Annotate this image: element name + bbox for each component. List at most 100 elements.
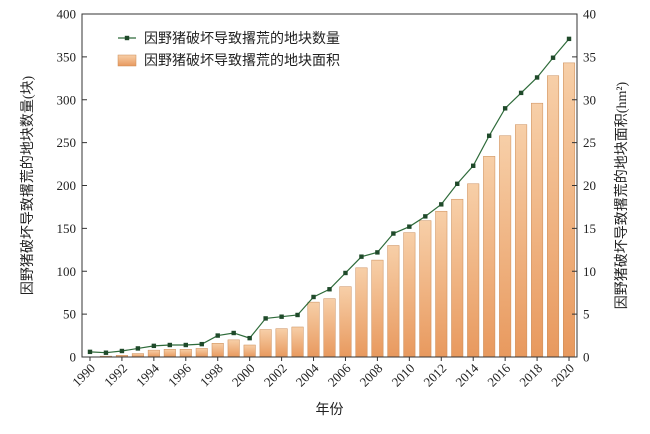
bar-1993 <box>131 353 144 358</box>
bar-2013 <box>451 198 464 358</box>
count-point-2017 <box>518 90 524 96</box>
bar-2012 <box>435 210 448 358</box>
bar-2003 <box>291 326 304 358</box>
bar-2000 <box>243 344 256 358</box>
x-tick-label: 2018 <box>516 361 545 390</box>
count-point-1994 <box>151 343 157 349</box>
count-point-2010 <box>407 224 412 229</box>
legend-line-marker <box>124 35 130 41</box>
right-tick-label: 5 <box>583 307 590 322</box>
left-tick-label: 0 <box>70 350 77 365</box>
bar-2008 <box>371 259 384 358</box>
x-tick-label: 2012 <box>420 361 449 390</box>
x-tick-label: 1994 <box>133 360 162 389</box>
count-point-2005 <box>327 287 332 292</box>
bar-2004 <box>307 301 320 358</box>
right-axis-title: 因野猪破坏导致撂荒的地块面积(hm²) <box>614 81 630 309</box>
count-point-1997 <box>199 341 204 347</box>
x-tick-label: 2010 <box>388 361 417 390</box>
left-tick-label: 150 <box>57 221 77 236</box>
bar-2020 <box>563 62 576 358</box>
bar-series-area <box>99 62 576 358</box>
count-point-1999 <box>231 330 236 336</box>
bar-2001 <box>259 329 272 358</box>
bar-2011 <box>419 220 432 358</box>
bar-1996 <box>179 349 192 358</box>
x-tick-label: 2014 <box>452 360 481 389</box>
bar-2007 <box>355 267 368 358</box>
x-tick-label: 1998 <box>197 361 226 390</box>
count-point-2019 <box>550 55 556 60</box>
bar-2005 <box>323 298 336 358</box>
right-tick-label: 30 <box>583 92 596 107</box>
bar-1994 <box>147 349 160 358</box>
x-tick-label: 2006 <box>325 360 354 389</box>
right-tick-label: 10 <box>583 264 596 279</box>
bar-2002 <box>275 328 288 358</box>
left-tick-label: 250 <box>57 135 77 150</box>
legend-bar-swatch <box>117 54 137 67</box>
count-point-2000 <box>247 335 252 341</box>
x-tick-label: 2016 <box>484 360 513 389</box>
bar-2009 <box>387 245 400 358</box>
right-tick-label: 40 <box>583 7 596 22</box>
x-tick-label: 1996 <box>165 360 194 389</box>
count-point-1990 <box>87 349 93 355</box>
bar-1998 <box>211 343 224 358</box>
right-tick-label: 25 <box>583 135 596 150</box>
count-point-1996 <box>183 342 188 348</box>
count-point-2007 <box>359 254 364 259</box>
bar-2019 <box>547 75 560 358</box>
bar-2014 <box>467 183 480 358</box>
left-tick-label: 350 <box>57 49 77 64</box>
count-point-2006 <box>343 270 348 276</box>
legend-label-area: 因野猪破坏导致撂荒的地块面积 <box>144 53 340 69</box>
count-point-2004 <box>311 294 316 300</box>
count-point-2009 <box>391 231 396 236</box>
count-point-2016 <box>502 106 508 111</box>
count-point-1998 <box>215 333 220 338</box>
count-point-2013 <box>455 181 460 186</box>
right-tick-label: 15 <box>583 221 596 236</box>
line-series-count <box>87 36 572 355</box>
bar-2015 <box>483 156 496 358</box>
bar-1997 <box>195 348 208 358</box>
count-point-2001 <box>263 316 268 321</box>
left-tick-label: 100 <box>57 264 77 279</box>
left-tick-label: 300 <box>57 92 77 107</box>
x-tick-label: 2004 <box>293 360 322 389</box>
x-tick-label: 2008 <box>357 361 386 390</box>
x-tick-label: 1992 <box>101 361 130 390</box>
x-tick-label: 2000 <box>229 361 258 390</box>
bar-1995 <box>163 349 176 358</box>
count-point-2020 <box>566 36 572 42</box>
count-point-2012 <box>439 202 444 207</box>
left-axis-title: 因野猪破坏导致撂荒的地块数量(块) <box>20 76 36 296</box>
legend-label-count: 因野猪破坏导致撂荒的地块数量 <box>144 31 340 47</box>
count-point-1992 <box>119 348 125 354</box>
left-tick-label: 200 <box>57 178 77 193</box>
bar-2016 <box>499 135 512 358</box>
right-tick-label: 35 <box>583 49 596 64</box>
right-tick-label: 20 <box>583 178 596 193</box>
x-tick-label: 2002 <box>261 361 290 390</box>
count-point-2003 <box>295 312 300 318</box>
left-tick-label: 400 <box>57 7 77 22</box>
bar-2017 <box>515 124 528 358</box>
count-point-2002 <box>279 314 284 319</box>
x-tick-label: 2020 <box>548 361 577 390</box>
bar-2006 <box>339 286 352 358</box>
count-point-1995 <box>167 342 173 348</box>
left-tick-label: 50 <box>63 307 76 322</box>
x-tick-label: 1990 <box>69 361 98 390</box>
count-point-2015 <box>486 133 492 138</box>
bar-2018 <box>531 102 544 358</box>
count-point-1993 <box>135 346 141 351</box>
right-tick-label: 0 <box>583 350 590 365</box>
count-point-2018 <box>534 75 540 80</box>
bar-1999 <box>227 339 240 358</box>
count-point-2011 <box>423 214 428 219</box>
